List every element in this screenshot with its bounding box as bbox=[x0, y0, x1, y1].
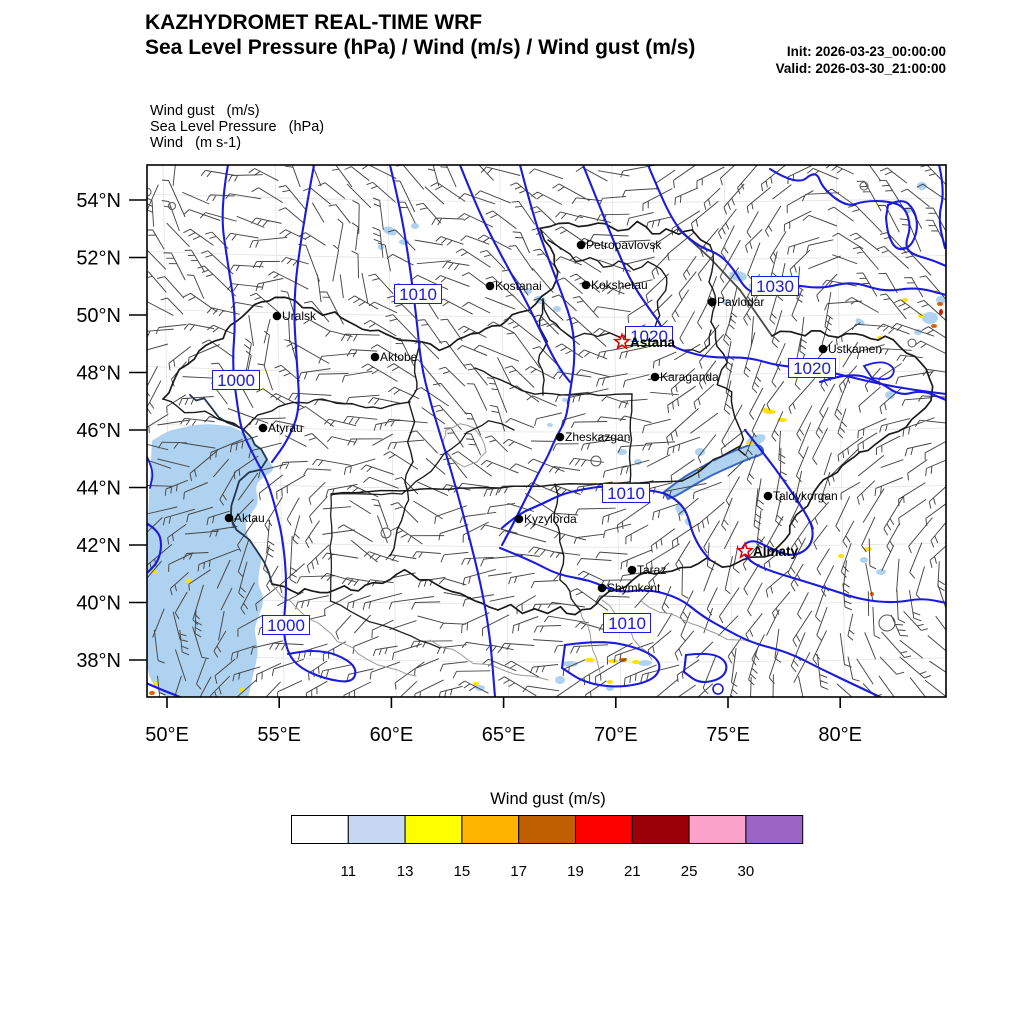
svg-text:17: 17 bbox=[510, 863, 527, 880]
svg-text:Petropavlovsk: Petropavlovsk bbox=[586, 238, 662, 252]
svg-text:1020: 1020 bbox=[793, 359, 831, 378]
svg-text:1000: 1000 bbox=[267, 616, 305, 635]
svg-text:1030: 1030 bbox=[756, 277, 794, 296]
svg-text:40°N: 40°N bbox=[76, 593, 121, 615]
svg-text:38°N: 38°N bbox=[76, 650, 121, 672]
svg-text:19: 19 bbox=[567, 863, 584, 880]
svg-text:44°N: 44°N bbox=[76, 478, 121, 500]
svg-text:Shymkent: Shymkent bbox=[607, 581, 661, 595]
svg-text:Pavlodar: Pavlodar bbox=[717, 295, 764, 309]
svg-text:50°E: 50°E bbox=[145, 724, 189, 746]
svg-text:Init: 2026-03-23_00:00:00: Init: 2026-03-23_00:00:00 bbox=[787, 44, 946, 59]
svg-text:Ustkamen: Ustkamen bbox=[828, 342, 882, 356]
svg-text:1020: 1020 bbox=[630, 327, 668, 346]
svg-text:1010: 1010 bbox=[607, 484, 645, 503]
svg-text:25: 25 bbox=[681, 863, 698, 880]
svg-text:Wind gust (m/s): Wind gust (m/s) bbox=[150, 103, 260, 119]
svg-text:Kokshetau: Kokshetau bbox=[591, 278, 648, 292]
svg-text:KAZHYDROMET REAL-TIME WRF: KAZHYDROMET REAL-TIME WRF bbox=[145, 11, 482, 34]
svg-text:80°E: 80°E bbox=[818, 724, 862, 746]
svg-text:1000: 1000 bbox=[217, 371, 255, 390]
svg-text:Wind (m s-1): Wind (m s-1) bbox=[150, 135, 241, 151]
svg-text:Almaty: Almaty bbox=[753, 544, 799, 559]
svg-text:50°N: 50°N bbox=[76, 305, 121, 327]
svg-text:Sea Level Pressure (hPa) / Wi: Sea Level Pressure (hPa) / Wind (m/s) / … bbox=[145, 36, 695, 59]
svg-text:30: 30 bbox=[738, 863, 755, 880]
svg-text:55°E: 55°E bbox=[257, 724, 301, 746]
svg-text:21: 21 bbox=[624, 863, 641, 880]
svg-text:13: 13 bbox=[397, 863, 414, 880]
svg-text:60°E: 60°E bbox=[370, 724, 414, 746]
svg-text:46°N: 46°N bbox=[76, 420, 121, 442]
svg-text:75°E: 75°E bbox=[706, 724, 750, 746]
svg-text:1010: 1010 bbox=[608, 614, 646, 633]
svg-text:48°N: 48°N bbox=[76, 363, 121, 385]
svg-text:Aktobe: Aktobe bbox=[380, 350, 418, 364]
svg-text:Kostanai: Kostanai bbox=[495, 279, 542, 293]
svg-text:52°N: 52°N bbox=[76, 248, 121, 270]
svg-text:Taraz: Taraz bbox=[637, 563, 666, 577]
svg-text:Aktau: Aktau bbox=[234, 511, 265, 525]
svg-text:1010: 1010 bbox=[399, 285, 437, 304]
svg-text:Valid: 2026-03-30_21:00:00: Valid: 2026-03-30_21:00:00 bbox=[776, 61, 946, 76]
svg-text:65°E: 65°E bbox=[482, 724, 526, 746]
svg-text:54°N: 54°N bbox=[76, 190, 121, 212]
svg-text:Karaganda: Karaganda bbox=[660, 370, 719, 384]
svg-text:15: 15 bbox=[454, 863, 471, 880]
svg-text:42°N: 42°N bbox=[76, 535, 121, 557]
svg-text:11: 11 bbox=[341, 863, 357, 880]
svg-text:Zheskazgan: Zheskazgan bbox=[565, 430, 630, 444]
svg-text:Taldykorgan: Taldykorgan bbox=[773, 489, 838, 503]
svg-text:Wind gust (m/s): Wind gust (m/s) bbox=[490, 790, 606, 808]
svg-text:Uralsk: Uralsk bbox=[282, 309, 317, 323]
svg-text:70°E: 70°E bbox=[594, 724, 638, 746]
svg-text:Atyrau: Atyrau bbox=[268, 421, 303, 435]
svg-text:Sea Level Pressure (hPa): Sea Level Pressure (hPa) bbox=[150, 119, 324, 135]
svg-text:Astana: Astana bbox=[630, 335, 676, 350]
svg-text:Kyzylorda: Kyzylorda bbox=[524, 512, 577, 526]
